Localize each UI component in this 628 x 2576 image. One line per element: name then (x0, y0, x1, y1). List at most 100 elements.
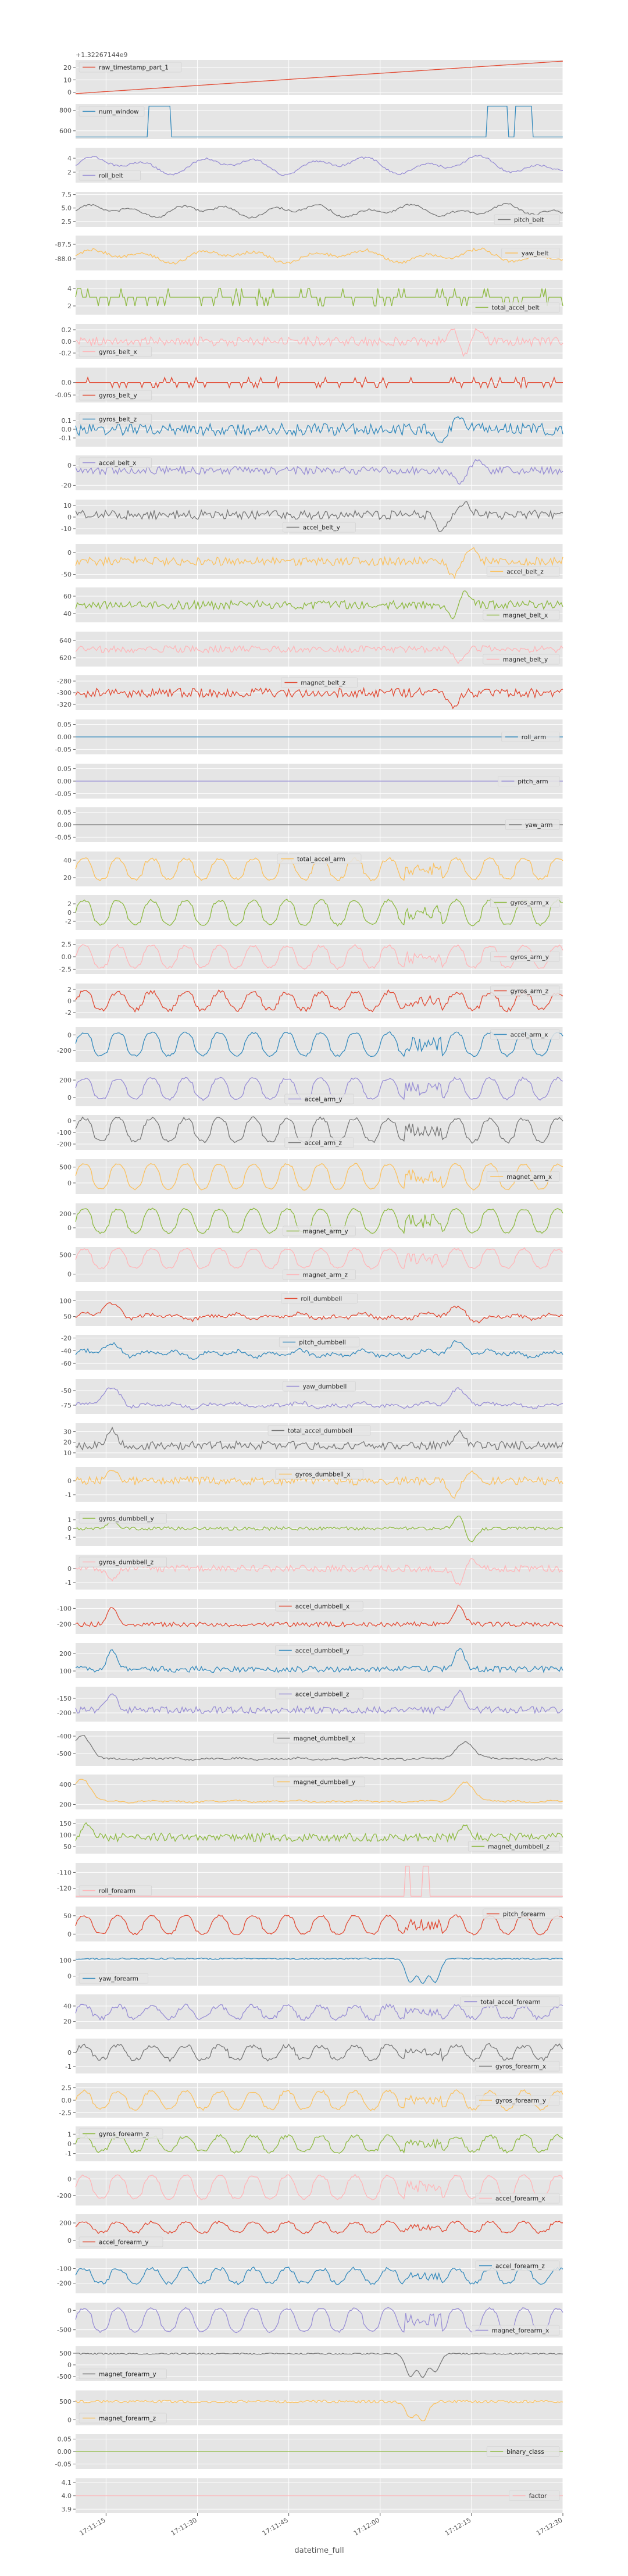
subplot-num_window: 800 600 num_window (59, 104, 563, 139)
y-tick-label: 500 (59, 1251, 72, 1259)
legend-box (275, 1469, 363, 1480)
legend-label: gyros_dumbbell_z (99, 1559, 154, 1566)
subplot-raw_timestamp_part_1: 20 10 0 raw_timestamp_part_1 +1.32267144e9 (63, 51, 563, 97)
legend-box (509, 2491, 560, 2501)
legend: pitch_dumbbell (279, 1337, 360, 1348)
legend-box (472, 2325, 560, 2336)
legend-label: magnet_arm_z (303, 1271, 348, 1278)
y-tick-label: 0 (67, 909, 72, 917)
subplot-accel_dumbbell_x: -100 -200 accel_dumbbell_x (57, 1599, 563, 1634)
y-tick-label: 0.05 (58, 809, 72, 817)
legend-label: accel_belt_z (506, 568, 544, 575)
y-tick-label: -500 (57, 2373, 72, 2381)
y-tick-label: 0.00 (58, 778, 72, 785)
legend-label: yaw_arm (525, 822, 552, 829)
subplot-yaw_forearm: 100 0 yaw_forearm (59, 1951, 563, 1986)
subplot-accel_arm_x: 0 -200 accel_arm_x (57, 1027, 563, 1062)
y-tick-label: 100 (59, 1297, 72, 1305)
y-tick-label: -110 (57, 1869, 72, 1876)
y-tick-label: 0 (67, 1224, 72, 1232)
legend-box (283, 522, 356, 533)
subplot-magnet_belt_x: 60 40 magnet_belt_x (63, 587, 563, 622)
subplot-gyros_forearm_x: 0 -1 gyros_forearm_x (65, 2039, 563, 2073)
y-tick-label: 0 (67, 1031, 72, 1039)
legend-box (78, 106, 145, 117)
axes-background (76, 148, 563, 183)
series-line-accel_forearm_x (75, 2174, 563, 2201)
legend-label: magnet_forearm_y (99, 2371, 156, 2378)
subplot-gyros_arm_z: 2 0 -2 gyros_arm_z (65, 984, 563, 1018)
series-line-gyros_belt_x (75, 327, 563, 357)
series-line-raw_timestamp_part_1 (75, 60, 563, 94)
y-tick-label: 40 (63, 857, 72, 864)
legend-box (78, 1973, 148, 1984)
series-line-yaw_dumbbell (75, 1387, 563, 1410)
subplot-magnet_arm_x: 500 0 magnet_arm_x (59, 1159, 563, 1194)
legend-box (486, 566, 560, 577)
y-tick-label: -40 (61, 1347, 72, 1355)
y-tick-label: 500 (59, 1164, 72, 1171)
y-tick-label: 10 (63, 502, 72, 510)
series-line-roll_forearm (76, 1865, 563, 1897)
x-tick-label: 17:11:30 (170, 2516, 198, 2537)
legend-label: pitch_belt (514, 216, 544, 223)
y-tick-label: 4.1 (62, 2479, 72, 2486)
y-tick-label: 0 (67, 1973, 72, 1980)
legend-label: magnet_forearm_x (492, 2327, 550, 2334)
y-tick-label: -2.5 (59, 965, 72, 973)
subplot-magnet_belt_z: -280 -300 -320 magnet_belt_z (57, 675, 563, 710)
y-tick-label: 0 (67, 1565, 72, 1573)
y-tick-label: 0.0 (62, 953, 72, 961)
legend-label: total_accel_belt (492, 304, 540, 311)
series-line-total_accel_dumbbell (75, 1426, 563, 1451)
y-tick-label: 20 (63, 2018, 72, 2026)
legend-box (78, 1556, 167, 1567)
y-tick-label: 0 (67, 1094, 72, 1102)
y-tick-label: 0 (67, 2237, 72, 2244)
legend: magnet_forearm_x (472, 2325, 560, 2336)
legend-label: total_accel_arm (297, 856, 345, 863)
legend-box (475, 2193, 560, 2204)
legend-box (78, 390, 152, 401)
y-tick-label: 0.0 (62, 379, 72, 387)
subplot-accel_arm_z: 0 -100 -200 accel_arm_z (57, 1115, 563, 1150)
legend-label: binary_class (506, 2449, 544, 2456)
axes-background (76, 544, 563, 579)
legend: gyros_arm_z (490, 985, 560, 996)
legend-box (267, 1425, 371, 1436)
legend-box (78, 62, 182, 73)
legend: accel_arm_x (490, 1029, 560, 1040)
legend-label: accel_forearm_z (495, 2263, 545, 2269)
legend-box (275, 1645, 363, 1656)
legend-box (78, 346, 152, 357)
legend: accel_forearm_y (78, 2236, 163, 2247)
series-line-magnet_dumbbell_x (75, 1735, 563, 1761)
y-tick-label: 0 (67, 1525, 72, 1533)
legend-label: roll_arm (522, 734, 546, 741)
y-tick-label: 10 (63, 76, 72, 84)
y-tick-label: 2.5 (62, 218, 72, 226)
y-tick-label: 0.00 (58, 2448, 72, 2456)
series-line-magnet_dumbbell_y (75, 1779, 563, 1804)
legend-box (78, 1885, 152, 1896)
y-tick-label: -20 (61, 1334, 72, 1342)
legend-label: roll_forearm (99, 1887, 135, 1894)
y-tick-label: 4.0 (62, 2492, 72, 2500)
legend-label: accel_arm_x (511, 1031, 548, 1038)
subplot-accel_forearm_y: 200 0 accel_forearm_y (59, 2214, 563, 2249)
legend: accel_arm_y (284, 1093, 354, 1104)
legend: magnet_forearm_z (78, 2413, 167, 2424)
y-tick-label: 0.0 (62, 426, 72, 433)
y-tick-label: 500 (59, 2350, 72, 2357)
legend: total_accel_dumbbell (267, 1425, 371, 1436)
legend-box (273, 1733, 365, 1744)
legend-label: gyros_belt_x (99, 348, 137, 355)
series-line-accel_arm_x (75, 1031, 563, 1057)
legend-label: gyros_dumbbell_y (99, 1515, 154, 1522)
series-line-gyros_belt_z (75, 416, 563, 443)
subplot-accel_belt_y: 10 0 -10 accel_belt_y (61, 500, 563, 535)
legend: pitch_forearm (483, 1908, 560, 1919)
legend-box (78, 2128, 163, 2139)
y-tick-label: -60 (61, 1360, 72, 1367)
y-tick-label: 100 (59, 1668, 72, 1675)
